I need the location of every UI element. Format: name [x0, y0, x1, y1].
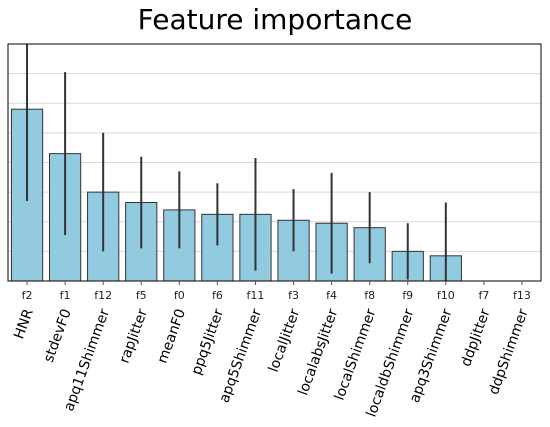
x-tick-label: f5 — [136, 289, 147, 302]
feature-name-label: localJitter — [266, 307, 304, 375]
feature-name-label: HNR — [11, 307, 37, 342]
chart-title: Feature importance — [137, 3, 413, 36]
error-bar-layer — [26, 44, 447, 281]
x-tick-label: f2 — [22, 289, 33, 302]
feature-name-label: ddpShimmer — [486, 307, 532, 397]
x-tick-label: f0 — [174, 289, 185, 302]
x-tick-label: f12 — [94, 289, 112, 302]
x-tick-label: f3 — [288, 289, 299, 302]
x-tick-layer: f2 f1 f12 f5 f0 f6 f11 f3 f4 f8 f9 f10 f7 f13 — [22, 281, 531, 302]
bar-layer — [10, 108, 462, 282]
x-tick-label: f1 — [60, 289, 71, 302]
x-tick-label: f9 — [402, 289, 413, 302]
x-tick-label: f4 — [326, 289, 337, 302]
x-tick-label: f10 — [437, 289, 455, 302]
x-tick-label: f13 — [513, 289, 531, 302]
x-tick-label: f8 — [364, 289, 375, 302]
feature-name-label: stdevF0 — [41, 307, 75, 365]
x-tick-label: f11 — [247, 289, 265, 302]
feature-name-label: localabsJitter — [295, 307, 341, 398]
feature-name-label: ddpJitter — [458, 307, 494, 369]
feature-name-label: meanF0 — [155, 307, 189, 366]
feature-name-label: rapJitter — [117, 307, 151, 366]
feature-name-label: ppq5Jitter — [189, 307, 228, 377]
plot-frame — [7, 43, 542, 282]
x-tick-label: f6 — [212, 289, 223, 302]
x-tick-label: f7 — [478, 289, 489, 302]
